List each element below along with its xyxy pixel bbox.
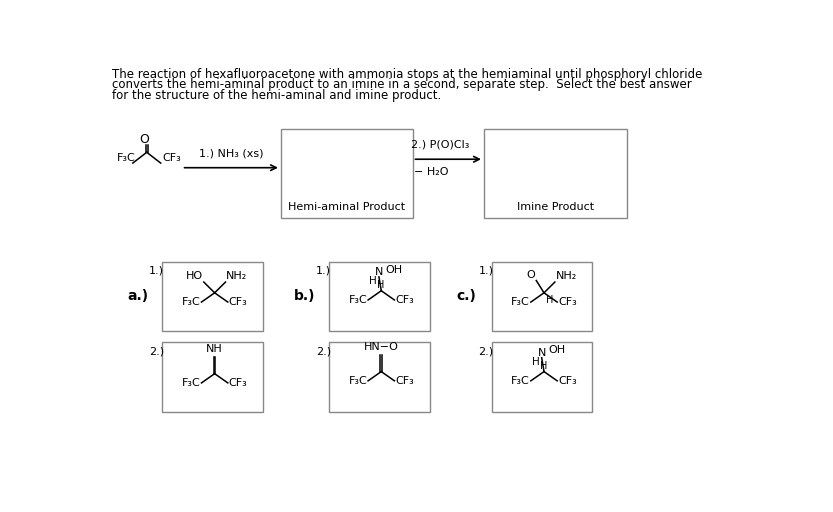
Text: 2.): 2.) xyxy=(316,346,331,356)
Text: F₃C: F₃C xyxy=(182,297,201,307)
Bar xyxy=(491,262,592,331)
Text: 1.): 1.) xyxy=(149,266,164,275)
Text: CF₃: CF₃ xyxy=(558,297,576,307)
Text: F₃C: F₃C xyxy=(182,378,201,388)
Text: Hemi-aminal Product: Hemi-aminal Product xyxy=(288,202,406,211)
Bar xyxy=(491,343,592,412)
Text: OH: OH xyxy=(548,346,565,355)
Text: H: H xyxy=(540,361,547,371)
Text: b.): b.) xyxy=(294,289,316,303)
Text: F₃C: F₃C xyxy=(511,297,530,307)
Bar xyxy=(281,129,412,218)
Text: 2.) P(O)Cl₃: 2.) P(O)Cl₃ xyxy=(411,140,470,150)
Text: 2.): 2.) xyxy=(478,346,494,356)
Text: CF₃: CF₃ xyxy=(395,295,414,305)
Text: CF₃: CF₃ xyxy=(228,297,247,307)
Text: Imine Product: Imine Product xyxy=(517,202,594,211)
Text: H: H xyxy=(369,276,377,286)
Bar xyxy=(329,343,430,412)
Text: N: N xyxy=(537,348,546,358)
Text: CF₃: CF₃ xyxy=(558,376,576,386)
Text: O: O xyxy=(526,270,536,280)
Text: 1.): 1.) xyxy=(478,266,493,275)
Text: F₃C: F₃C xyxy=(511,376,530,386)
Text: converts the hemi-aminal product to an imine in a second, separate step.  Select: converts the hemi-aminal product to an i… xyxy=(112,78,691,91)
Text: H: H xyxy=(531,357,539,367)
Bar xyxy=(329,262,430,331)
Bar xyxy=(162,343,263,412)
Text: CF₃: CF₃ xyxy=(228,378,247,388)
Text: HN−O: HN−O xyxy=(364,343,399,352)
Text: F₃C: F₃C xyxy=(348,376,367,386)
Text: 2.): 2.) xyxy=(149,346,164,356)
Text: CF₃: CF₃ xyxy=(162,154,181,163)
Text: NH₂: NH₂ xyxy=(227,271,247,281)
Text: − H₂O: − H₂O xyxy=(414,167,449,177)
Text: c.): c.) xyxy=(456,289,476,303)
Text: NH: NH xyxy=(207,345,223,354)
Text: N: N xyxy=(375,267,383,277)
Text: H: H xyxy=(377,280,384,290)
Text: 1.): 1.) xyxy=(316,266,331,275)
Text: HO: HO xyxy=(186,271,203,281)
Bar xyxy=(484,129,627,218)
Text: CF₃: CF₃ xyxy=(395,376,414,386)
Text: F₃C: F₃C xyxy=(348,295,367,305)
Bar xyxy=(162,262,263,331)
Text: O: O xyxy=(139,134,149,146)
Text: a.): a.) xyxy=(127,289,148,303)
Text: OH: OH xyxy=(385,265,402,274)
Text: H: H xyxy=(546,295,553,305)
Text: for the structure of the hemi-aminal and imine product.: for the structure of the hemi-aminal and… xyxy=(112,89,441,102)
Text: F₃C: F₃C xyxy=(117,154,136,163)
Text: NH₂: NH₂ xyxy=(556,271,577,281)
Text: The reaction of hexafluoroacetone with ammonia stops at the hemiaminal until pho: The reaction of hexafluoroacetone with a… xyxy=(112,68,702,80)
Text: 1.) NH₃ (xs): 1.) NH₃ (xs) xyxy=(199,148,263,158)
